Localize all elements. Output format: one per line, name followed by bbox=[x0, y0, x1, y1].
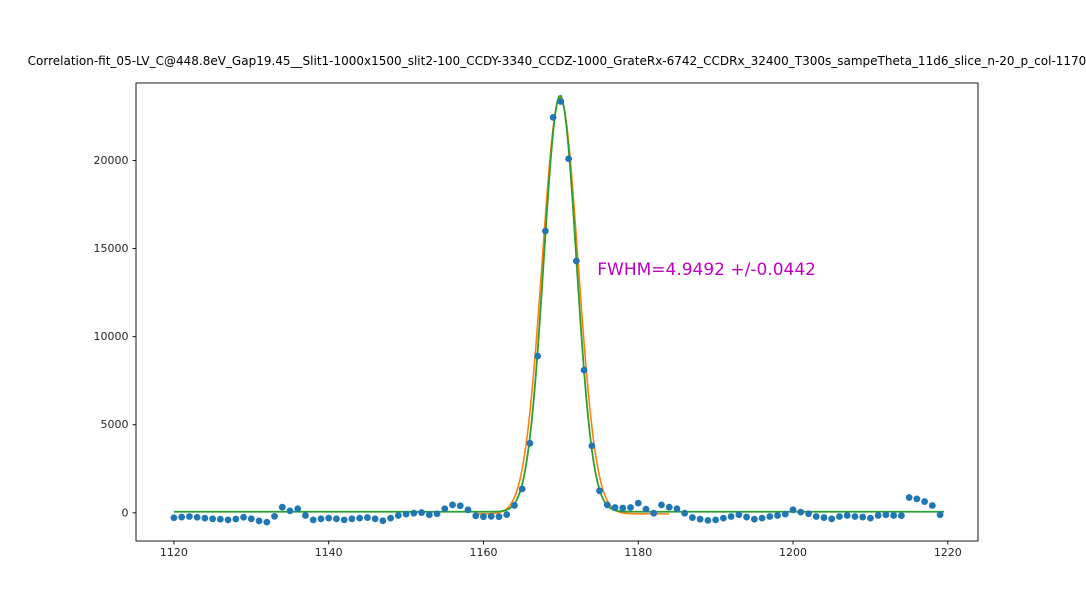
svg-text:1200: 1200 bbox=[779, 546, 807, 559]
initial-fit-curve bbox=[475, 97, 670, 515]
svg-text:1140: 1140 bbox=[315, 546, 343, 559]
svg-text:10000: 10000 bbox=[94, 330, 129, 343]
svg-text:5000: 5000 bbox=[101, 418, 129, 431]
svg-text:20000: 20000 bbox=[94, 154, 129, 167]
svg-text:1120: 1120 bbox=[160, 546, 188, 559]
svg-text:0: 0 bbox=[122, 506, 129, 519]
gaussian-fit-curve bbox=[173, 94, 944, 513]
plot-spines bbox=[135, 82, 979, 542]
measured-points bbox=[170, 98, 944, 526]
y-axis: 0 5000 10000 15000 20000 bbox=[94, 154, 136, 519]
svg-text:15000: 15000 bbox=[94, 242, 129, 255]
x-axis: 1120 1140 1160 1180 1200 1220 bbox=[160, 541, 962, 559]
svg-text:1160: 1160 bbox=[469, 546, 497, 559]
fwhm-annotation: FWHM=4.9492 +/-0.0442 bbox=[597, 260, 816, 280]
plot-title: Correlation-fit_05-LV_C@448.8eV_Gap19.45… bbox=[27, 54, 1086, 68]
svg-text:1180: 1180 bbox=[624, 546, 652, 559]
svg-text:1220: 1220 bbox=[934, 546, 962, 559]
